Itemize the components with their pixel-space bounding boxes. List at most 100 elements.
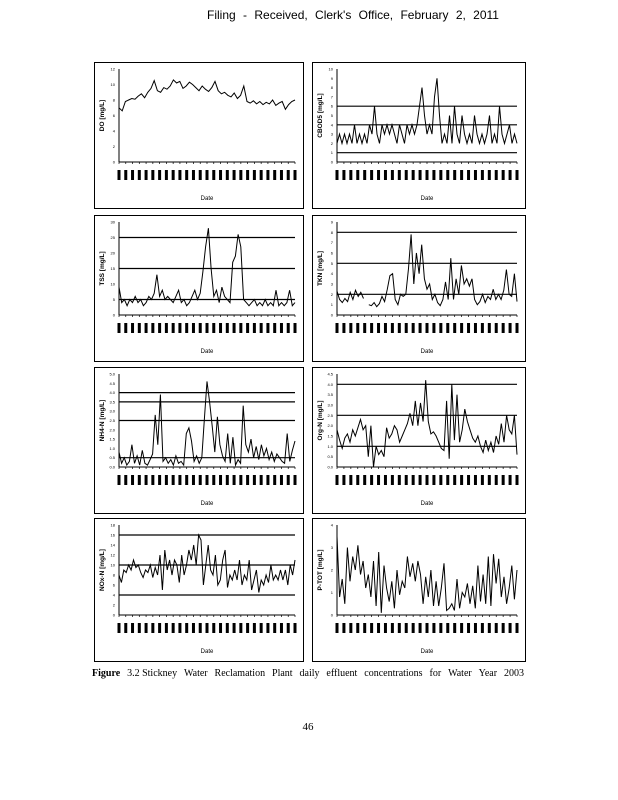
y-tick-label: 4 xyxy=(331,122,334,127)
y-tick-label: 2.5 xyxy=(109,418,115,423)
series-line xyxy=(118,381,296,467)
x-tick-label xyxy=(225,323,229,333)
y-tick-label: 6 xyxy=(331,104,334,109)
x-tick-label xyxy=(411,170,415,180)
x-tick-label xyxy=(508,475,512,485)
caption-word: for xyxy=(429,668,442,679)
x-tick-label xyxy=(494,475,498,485)
x-tick-label xyxy=(377,323,381,333)
x-tick-label xyxy=(480,623,484,633)
x-tick-label xyxy=(467,623,471,633)
x-tick-label xyxy=(144,323,148,333)
y-tick-label: 8 xyxy=(113,573,116,578)
x-tick-label xyxy=(377,623,381,633)
x-tick-label xyxy=(418,475,422,485)
x-tick-label xyxy=(370,623,374,633)
x-tick-label xyxy=(191,170,195,180)
y-tick-label: 0.0 xyxy=(327,465,333,470)
x-tick-label xyxy=(501,323,505,333)
x-tick-label xyxy=(349,170,353,180)
x-tick-label xyxy=(467,475,471,485)
y-tick-label: 1 xyxy=(331,590,334,595)
x-tick-label xyxy=(473,170,477,180)
y-tick-label: 4.0 xyxy=(327,382,333,387)
y-tick-label: 5 xyxy=(331,113,334,118)
y-tick-label: 1.5 xyxy=(109,437,115,442)
caption-word: 3.2 Stickney xyxy=(127,668,178,679)
caption-word: Year xyxy=(478,668,498,679)
x-tick-label xyxy=(225,170,229,180)
x-tick-label xyxy=(212,475,216,485)
x-tick-label xyxy=(124,623,128,633)
caption-word: Water xyxy=(448,668,472,679)
x-tick-label xyxy=(266,475,270,485)
x-tick-label xyxy=(356,623,360,633)
x-tick-label xyxy=(164,475,168,485)
x-tick-label xyxy=(425,475,429,485)
y-tick-label: 5 xyxy=(113,297,116,302)
y-tick-label: 10 xyxy=(329,67,334,72)
x-tick-label xyxy=(494,170,498,180)
x-tick-label xyxy=(124,323,128,333)
x-tick-label xyxy=(460,475,464,485)
x-tick-label xyxy=(515,323,519,333)
x-tick-label xyxy=(480,323,484,333)
series-line xyxy=(336,234,518,308)
x-tick-label xyxy=(185,323,189,333)
y-tick-label: 8 xyxy=(331,85,334,90)
x-tick-label xyxy=(446,623,450,633)
x-tick-label xyxy=(515,475,519,485)
y-tick-label: 20 xyxy=(111,251,116,256)
x-tick-label xyxy=(246,623,250,633)
y-tick-label: 4 xyxy=(113,129,116,134)
y-tick-label: 6 xyxy=(331,251,334,256)
x-axis-label: Date xyxy=(201,649,214,655)
x-tick-label xyxy=(178,623,182,633)
series-line xyxy=(118,228,296,307)
x-tick-label xyxy=(383,323,387,333)
x-tick-label xyxy=(185,623,189,633)
chart-nh4n: 0.0 0.5 1.0 1.5 2.0 2.5 3.0 3.5 4.0 4.5 5.0 Date NH4… xyxy=(94,367,304,514)
x-tick-label xyxy=(383,170,387,180)
x-tick-label xyxy=(453,170,457,180)
x-tick-label xyxy=(446,475,450,485)
x-tick-label xyxy=(131,475,135,485)
x-tick-label xyxy=(397,475,401,485)
x-tick-label xyxy=(508,170,512,180)
y-tick-label: 0 xyxy=(331,313,334,318)
x-tick-label xyxy=(370,323,374,333)
x-tick-label xyxy=(259,170,263,180)
y-tick-label: 2 xyxy=(331,568,334,573)
x-tick-label xyxy=(356,475,360,485)
x-tick-label xyxy=(335,323,339,333)
x-tick-label xyxy=(342,475,346,485)
x-tick-label xyxy=(158,170,162,180)
x-tick-label xyxy=(198,170,202,180)
x-tick-label xyxy=(335,623,339,633)
y-tick-label: 0.5 xyxy=(109,455,115,460)
x-tick-label xyxy=(252,323,256,333)
x-tick-label xyxy=(418,623,422,633)
x-axis-label: Date xyxy=(421,349,434,355)
y-axis-label: NOx-N [mg/L] xyxy=(99,549,106,591)
x-tick-label xyxy=(363,475,367,485)
y-tick-label: 1 xyxy=(331,302,334,307)
x-tick-label xyxy=(286,623,290,633)
x-tick-label xyxy=(232,475,236,485)
x-tick-label xyxy=(293,623,297,633)
x-tick-label xyxy=(342,323,346,333)
chart-do: 0 2 4 6 8 10 12 Date DO [mg/L] xyxy=(94,62,304,209)
x-tick-label xyxy=(273,623,277,633)
y-tick-label: 3 xyxy=(331,282,334,287)
x-tick-label xyxy=(397,170,401,180)
y-tick-label: 6 xyxy=(113,583,116,588)
y-tick-label: 12 xyxy=(111,553,116,558)
y-tick-label: 0 xyxy=(113,313,116,318)
x-tick-label xyxy=(198,623,202,633)
y-tick-label: 3 xyxy=(331,545,334,550)
x-tick-label xyxy=(171,623,175,633)
x-tick-label xyxy=(164,170,168,180)
y-tick-label: 8 xyxy=(331,230,334,235)
chart-cbod5: 0 1 2 3 4 5 6 7 8 9 10 Date CBOD5 [mg/L] xyxy=(312,62,526,209)
x-tick-label xyxy=(349,623,353,633)
